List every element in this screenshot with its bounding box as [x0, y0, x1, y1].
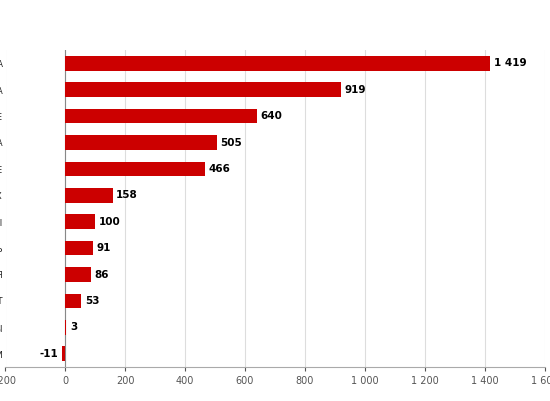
Bar: [65, 267, 91, 282]
Text: 86: 86: [95, 269, 109, 279]
Text: 53: 53: [85, 296, 100, 306]
Bar: [65, 162, 205, 176]
Text: 640: 640: [261, 111, 283, 121]
Bar: [65, 109, 257, 124]
Text: 919: 919: [344, 85, 366, 95]
Bar: [65, 241, 92, 255]
Bar: [65, 188, 113, 203]
Bar: [65, 215, 95, 229]
Bar: [65, 320, 67, 334]
Bar: [65, 83, 340, 97]
Bar: [62, 346, 65, 361]
Text: 3: 3: [70, 322, 77, 332]
Text: 1 419: 1 419: [494, 58, 526, 68]
Bar: [65, 294, 81, 308]
Text: 91: 91: [96, 243, 111, 253]
Text: 466: 466: [208, 164, 230, 174]
Bar: [65, 56, 490, 71]
Text: 158: 158: [116, 190, 138, 200]
Text: 505: 505: [220, 138, 242, 148]
Text: -11: -11: [40, 349, 58, 359]
Text: Дополнительные расходы бюджета в 2015 и 2016 годах,млрд.  руб.: Дополнительные расходы бюджета в 2015 и …: [7, 19, 519, 32]
Bar: [65, 135, 217, 150]
Text: 100: 100: [99, 217, 120, 227]
